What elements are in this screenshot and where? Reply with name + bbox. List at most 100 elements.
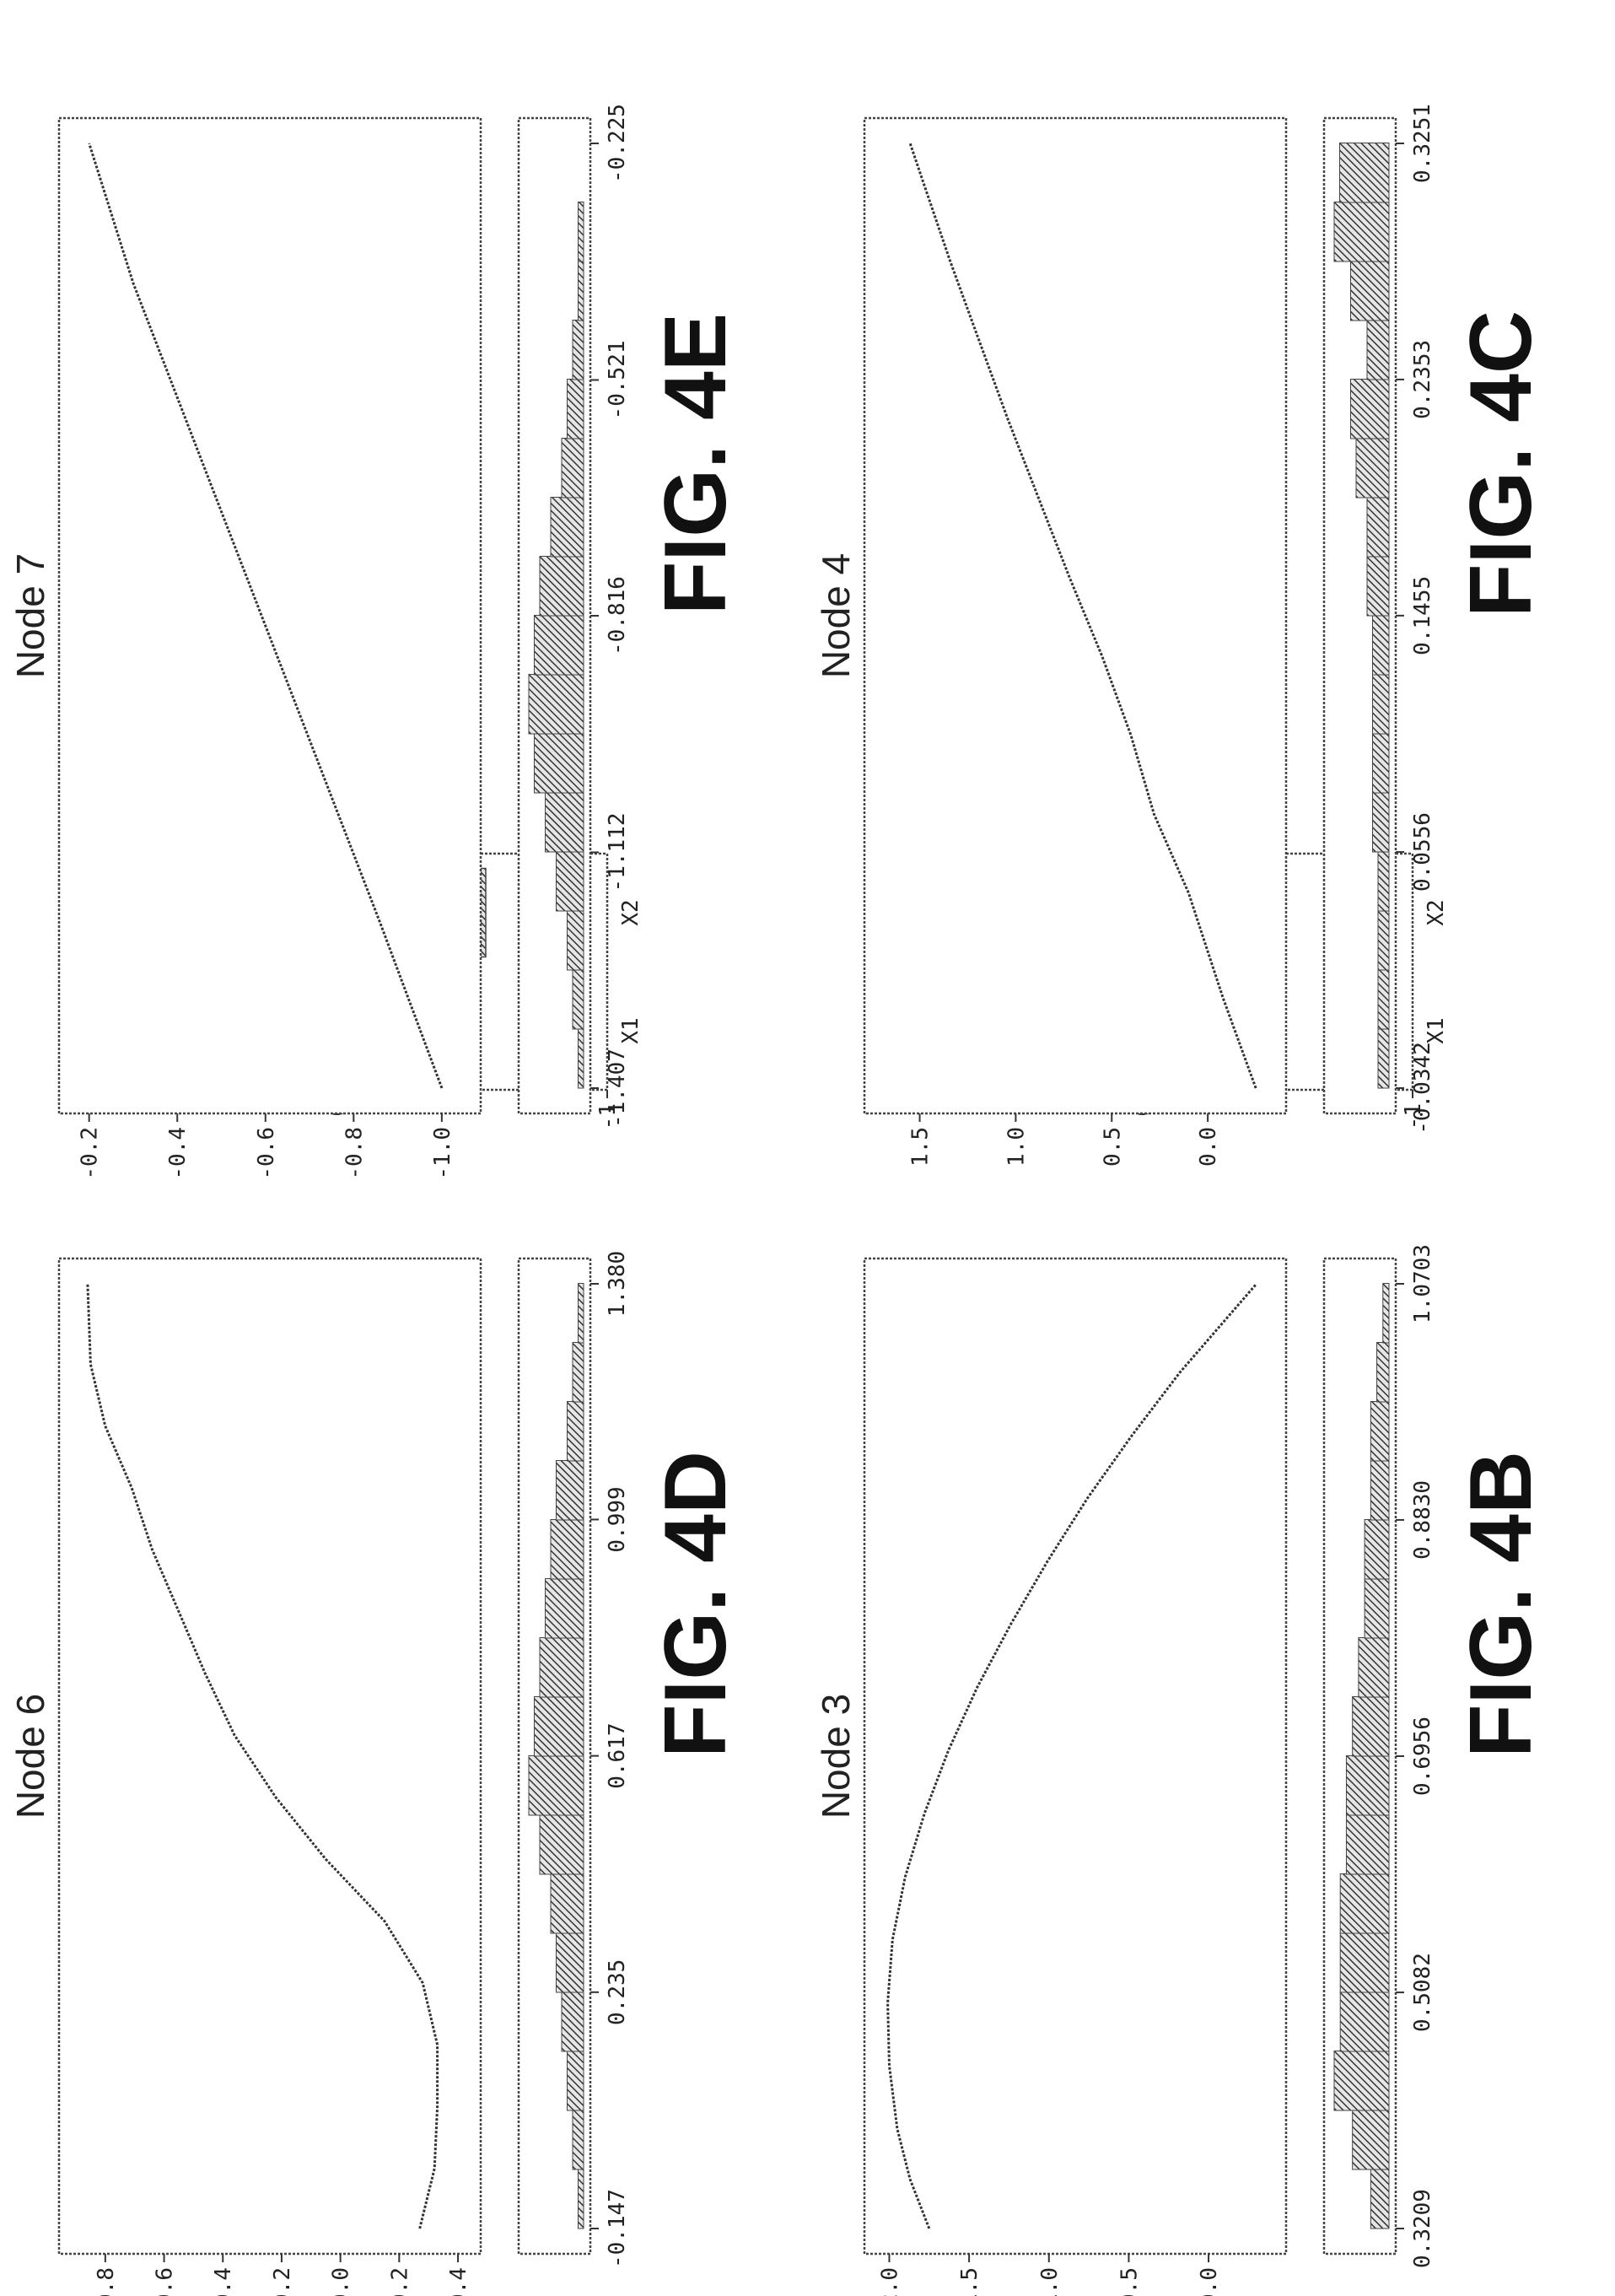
y-tick-label: 1.5 [908, 1127, 934, 1167]
curve-plot-frame [863, 116, 1288, 1115]
x-tick-label: -0.0342 [1410, 1042, 1435, 1135]
histogram-bar [528, 674, 584, 735]
histogram-bar [1333, 2051, 1390, 2111]
histogram-bar [1372, 792, 1390, 853]
node-title: Node 6 [8, 1694, 52, 1819]
histogram-bar [567, 379, 584, 439]
curve-line [88, 143, 444, 1089]
histogram-bar [539, 1637, 584, 1698]
y-tick-label: -0.8 [342, 1127, 367, 1180]
x-tick-label: -1.407 [605, 1048, 630, 1128]
node-title: Node 3 [814, 1694, 858, 1819]
histogram-bar [539, 1814, 584, 1875]
histogram-bar [1372, 733, 1390, 794]
node-title: Node 4 [814, 553, 858, 678]
y-tick-label: 0.8 [94, 2267, 119, 2296]
x-tick-label: 1.380 [605, 1251, 630, 1317]
histogram-bar [1358, 1637, 1390, 1698]
y-tick-label: -0.2 [78, 1127, 103, 1180]
y-tick-label: 0.0 [1196, 1127, 1221, 1167]
coef-tick-label: -1 [595, 1103, 621, 1129]
x-tick-label: -1.112 [605, 813, 630, 892]
histogram-bar [1370, 2169, 1390, 2229]
x-tick-label: 0.999 [605, 1486, 630, 1552]
x-tick-label: -0.521 [605, 341, 630, 420]
coefficient-label: X2 [1424, 899, 1449, 925]
x-tick-label: 0.617 [605, 1722, 630, 1788]
histogram-bar [550, 1873, 584, 1934]
histogram-bar [578, 1028, 584, 1089]
histogram-bar [1372, 615, 1390, 676]
histogram-bar [1350, 379, 1390, 439]
curve-line [886, 1283, 1258, 2229]
histogram-bar [545, 792, 584, 853]
histogram-bar [1366, 320, 1390, 380]
histogram-bar [539, 556, 584, 617]
histogram-bar [1382, 1283, 1390, 1344]
histogram-bar [1366, 556, 1390, 617]
histogram-bar [556, 1932, 584, 1993]
histogram-bar [567, 2051, 584, 2111]
y-tick-label: 0.5 [1100, 1127, 1125, 1167]
histogram-bar [534, 615, 584, 676]
y-tick-label: -0.4 [446, 2267, 471, 2296]
x-tick-label: -0.225 [605, 104, 630, 183]
x-tick-label: 0.0556 [1410, 812, 1435, 892]
x-tick-label: 0.2353 [1410, 340, 1435, 419]
histogram-bar [561, 438, 584, 499]
curve-line [908, 143, 1257, 1089]
histogram-bar [1352, 1696, 1390, 1757]
x-tick-label: 0.1455 [1410, 576, 1435, 655]
histogram-bar [578, 261, 584, 321]
figure-panel-1: Node 4 1.5 1.0 0.5 0.0 -0.0342 0.0556 0.1455 0.2… [814, 104, 1550, 1167]
y-tick-label: -0.6 [254, 1127, 279, 1180]
histogram-bar [1372, 674, 1390, 735]
x-tick-label: 0.8830 [1410, 1480, 1435, 1560]
y-tick-label: -1.0 [430, 1127, 455, 1180]
histogram-bar [534, 1696, 584, 1757]
histogram-bar [578, 202, 584, 262]
x-tick-label: 0.5082 [1410, 1953, 1435, 2032]
histogram-bar [1370, 1401, 1390, 1462]
y-tick-label: 0.2 [270, 2267, 295, 2296]
histogram-bar [1364, 1519, 1390, 1580]
histogram-bar [572, 320, 584, 380]
histogram-bar [578, 2169, 584, 2229]
histogram-bar [1345, 1755, 1390, 1816]
x-tick-label: 1.0703 [1410, 1244, 1435, 1323]
histogram-bar [1345, 1814, 1390, 1875]
histogram-bar [1366, 497, 1390, 558]
y-tick-label: -0.2 [387, 2267, 412, 2296]
coefficient-label: X2 [618, 899, 643, 925]
curve-line [86, 1283, 439, 2229]
coefficient-label: X1 [1424, 1017, 1449, 1043]
figure-label: FIG. 4E [647, 313, 745, 615]
histogram-bar [1339, 1932, 1390, 1993]
histogram-bar [550, 1519, 584, 1580]
y-tick-label: 0.0 [329, 2267, 354, 2296]
histogram-bar [556, 1460, 584, 1521]
histogram-bar [572, 2110, 584, 2170]
histogram-bar [534, 733, 584, 794]
curve-plot-frame [57, 1257, 482, 2256]
y-tick-label: 0.6 [153, 2267, 178, 2296]
node-title: Node 7 [8, 553, 52, 678]
y-tick-label: 1.0 [1037, 2267, 1063, 2296]
y-tick-label: 0.5 [1117, 2267, 1142, 2296]
histogram-bar [1333, 202, 1390, 262]
histogram-bar [556, 851, 584, 912]
histogram-bar [1377, 910, 1390, 971]
figure-label: FIG. 4C [1452, 310, 1550, 617]
y-tick-label: 1.0 [1004, 1127, 1029, 1167]
histogram-bar [567, 1401, 584, 1462]
histogram-bar [1355, 438, 1390, 499]
histogram-bar [1377, 1028, 1390, 1089]
histogram-bar [1339, 143, 1390, 203]
histogram-bar [1339, 1873, 1390, 1934]
histogram-bar [1364, 1578, 1390, 1639]
histogram-bar [1350, 261, 1390, 321]
x-tick-label: -0.147 [605, 2189, 630, 2268]
histogram-bar [572, 969, 584, 1030]
